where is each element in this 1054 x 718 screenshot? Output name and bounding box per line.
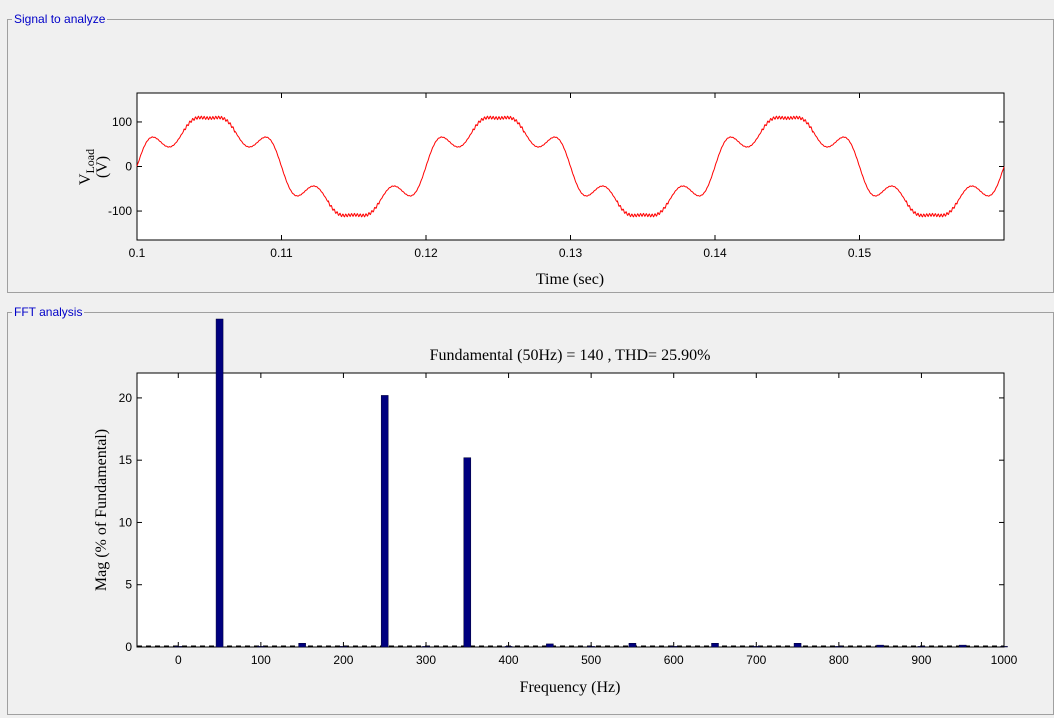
- fft-xtick-label: 300: [416, 653, 436, 667]
- fft-ylabel: Mag (% of Fundamental): [93, 429, 110, 591]
- svg-text:VLoad: VLoad: [77, 149, 97, 185]
- fft-chart: 0 100 200 300 400 500 600 700 800 900 1000 0 5 10 15 2…: [93, 318, 1018, 696]
- signal-ylabel-unit: (V): [94, 156, 111, 178]
- signal-xtick-label: 0.15: [848, 246, 872, 260]
- fft-xtick-label: 100: [251, 653, 271, 667]
- signal-xtick-label: 0.1: [129, 246, 146, 260]
- signal-xtick-label: 0.14: [703, 246, 727, 260]
- signal-series-line: [136, 115, 1005, 218]
- fft-bar: [628, 643, 637, 648]
- fft-bar: [298, 643, 306, 648]
- signal-xtick-label: 0.11: [270, 246, 293, 260]
- signal-xlabel: Time (sec): [536, 271, 604, 288]
- fft-bar: [463, 457, 472, 648]
- fft-xtick-label: 600: [664, 653, 684, 667]
- signal-xtick-label: 0.12: [414, 246, 438, 260]
- fft-bar: [215, 318, 224, 648]
- fft-ytick-label: 10: [119, 515, 133, 529]
- fft-xlabel: Frequency (Hz): [520, 679, 621, 696]
- fft-bar: [380, 395, 389, 648]
- signal-xtick-label: 0.13: [559, 246, 583, 260]
- fft-xtick-label: 200: [333, 653, 353, 667]
- signal-ylabel: VLoad (V): [77, 149, 111, 185]
- fft-bar: [958, 644, 967, 648]
- signal-ytick-label: 100: [112, 115, 132, 129]
- fft-panel-title: FFT analysis: [12, 305, 85, 319]
- signal-ylabel-sub: Load: [83, 149, 97, 174]
- fft-bar: [876, 644, 884, 648]
- signal-chart: 0.1 0.11 0.12 0.13 0.14 0.15 -100 0 100 Time (s…: [77, 92, 1005, 288]
- fft-xtick-label: 900: [911, 653, 931, 667]
- signal-ytick-label: 0: [125, 160, 132, 174]
- fft-bar: [711, 643, 719, 648]
- fft-bar: [546, 643, 554, 648]
- signal-ytick-label: -100: [108, 204, 132, 218]
- fft-xtick-label: 500: [581, 653, 601, 667]
- fft-ytick-label: 5: [125, 578, 132, 592]
- fft-bar: [793, 643, 802, 648]
- fft-ytick-label: 20: [119, 391, 133, 405]
- fft-xtick-label: 400: [499, 653, 519, 667]
- signal-ylabel-main: V: [77, 173, 94, 185]
- fft-xtick-label: 800: [829, 653, 849, 667]
- fft-xtick-label: 1000: [991, 653, 1018, 667]
- fft-xtick-label: 0: [175, 653, 182, 667]
- signal-panel-title: Signal to analyze: [12, 12, 108, 26]
- fft-title: Fundamental (50Hz) = 140 , THD= 25.90%: [430, 347, 711, 364]
- fft-ytick-label: 0: [125, 640, 132, 654]
- fft-xtick-label: 700: [746, 653, 766, 667]
- fft-plot-area: [136, 372, 1005, 648]
- fft-ytick-label: 15: [119, 453, 133, 467]
